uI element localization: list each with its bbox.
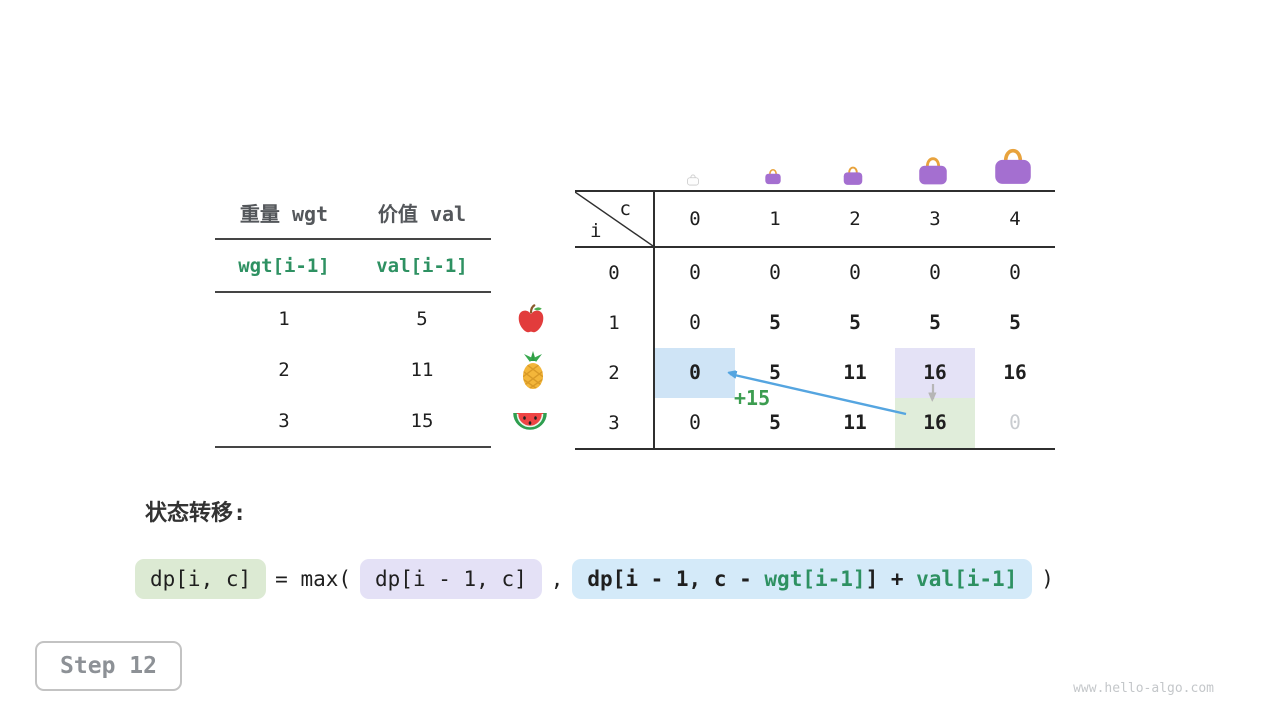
site-watermark: www.hello-algo.com <box>1073 681 1214 696</box>
divider <box>215 291 491 293</box>
step-badge: Step 12 <box>35 641 182 691</box>
formula-lhs: dp[i, c] <box>135 559 267 599</box>
item-weight: 1 <box>278 307 290 330</box>
dp-row: 2 0 5 11 16 16 <box>575 348 1055 398</box>
formula-val-ref: val[i-1] <box>916 567 1018 591</box>
divider <box>215 446 491 448</box>
bag-icon-3 <box>915 152 951 190</box>
dp-cell: 11 <box>843 361 867 384</box>
item-row: 2 11 <box>215 344 491 395</box>
apple-icon <box>516 303 546 338</box>
formula-arg-take: dp[i - 1, c - wgt[i-1]] + val[i-1] <box>572 559 1033 599</box>
dp-row-header: 2 <box>575 348 655 398</box>
formula-arg-take-text: ] + <box>865 567 917 591</box>
item-value: 15 <box>410 409 434 432</box>
wgt-formula: wgt[i-1] <box>238 254 330 277</box>
empty-bag-icon <box>686 171 700 190</box>
item-value: 5 <box>416 307 428 330</box>
dp-cell: 0 <box>849 261 861 284</box>
item-var-label: i <box>590 220 602 242</box>
dp-cell: 5 <box>769 411 781 434</box>
dp-cell: 11 <box>843 411 867 434</box>
items-table-header: 重量 wgt 价值 val <box>215 186 491 238</box>
dp-table-header: c i 0 1 2 3 4 <box>575 192 1055 248</box>
bag-icon-4 <box>990 142 1036 190</box>
dp-cell: 5 <box>769 361 781 384</box>
pineapple-icon <box>518 351 548 395</box>
dp-row-header: 3 <box>575 398 655 448</box>
item-row: 3 15 <box>215 395 491 446</box>
transition-title: 状态转移: <box>145 501 247 526</box>
dp-corner-cell: c i <box>575 192 655 246</box>
dp-row-header: 0 <box>575 248 655 298</box>
item-weight: 3 <box>278 409 290 432</box>
formula-separator: , <box>550 567 564 591</box>
dp-cell: 5 <box>849 311 861 334</box>
dp-cell: 0 <box>689 411 701 434</box>
bag-icon-1 <box>763 166 783 189</box>
formula-operator: = max( <box>275 567 352 591</box>
items-table: 重量 wgt 价值 val wgt[i-1] val[i-1] 1 5 2 11… <box>215 186 491 448</box>
dp-cell: 0 <box>689 311 701 334</box>
dp-cell-current: 16 <box>895 398 975 448</box>
dp-cell-source-above: 16 <box>895 348 975 398</box>
dp-col-header: 4 <box>1009 208 1021 230</box>
dp-cell: 16 <box>1003 361 1027 384</box>
dp-row: 1 0 5 5 5 5 <box>575 298 1055 348</box>
dp-cell: 0 <box>929 261 941 284</box>
formula-close-paren: ) <box>1041 567 1054 591</box>
formula-wgt-ref: wgt[i-1] <box>764 567 866 591</box>
item-row: 1 5 <box>215 293 491 344</box>
dp-row-header: 1 <box>575 298 655 348</box>
transition-formula: dp[i, c] = max( dp[i - 1, c] , dp[i - 1,… <box>135 559 1063 599</box>
items-formula-row: wgt[i-1] val[i-1] <box>215 240 491 291</box>
dp-col-header: 2 <box>849 208 861 230</box>
dp-col-header: 3 <box>929 208 941 230</box>
dp-row: 3 0 5 11 16 0 <box>575 398 1055 448</box>
watermelon-icon <box>511 406 549 440</box>
val-formula: val[i-1] <box>376 254 468 277</box>
dp-cell-pending: 0 <box>1009 411 1021 434</box>
bag-icon-2 <box>841 163 865 190</box>
dp-cell: 5 <box>769 311 781 334</box>
dp-col-header: 0 <box>689 208 701 230</box>
dp-cell-source-take: 0 <box>655 348 735 398</box>
dp-cell: 0 <box>1009 261 1021 284</box>
dp-cell: 5 <box>1009 311 1021 334</box>
formula-arg-take-text: dp[i - 1, c - <box>587 567 765 591</box>
plus-value-label: +15 <box>734 386 771 410</box>
formula-arg-keep: dp[i - 1, c] <box>360 559 542 599</box>
dp-table: c i 0 1 2 3 4 0 0 0 0 0 0 1 0 5 5 5 5 2 <box>575 190 1055 450</box>
item-value: 11 <box>410 358 434 381</box>
value-col-header: 价值 val <box>377 201 467 226</box>
dp-row: 0 0 0 0 0 0 <box>575 248 1055 298</box>
dp-cell: 0 <box>769 261 781 284</box>
weight-col-header: 重量 wgt <box>239 201 329 226</box>
dp-cell: 5 <box>929 311 941 334</box>
capacity-var-label: c <box>619 198 631 220</box>
dp-cell: 0 <box>689 261 701 284</box>
dp-col-header: 1 <box>769 208 781 230</box>
divider <box>215 238 491 240</box>
item-weight: 2 <box>278 358 290 381</box>
